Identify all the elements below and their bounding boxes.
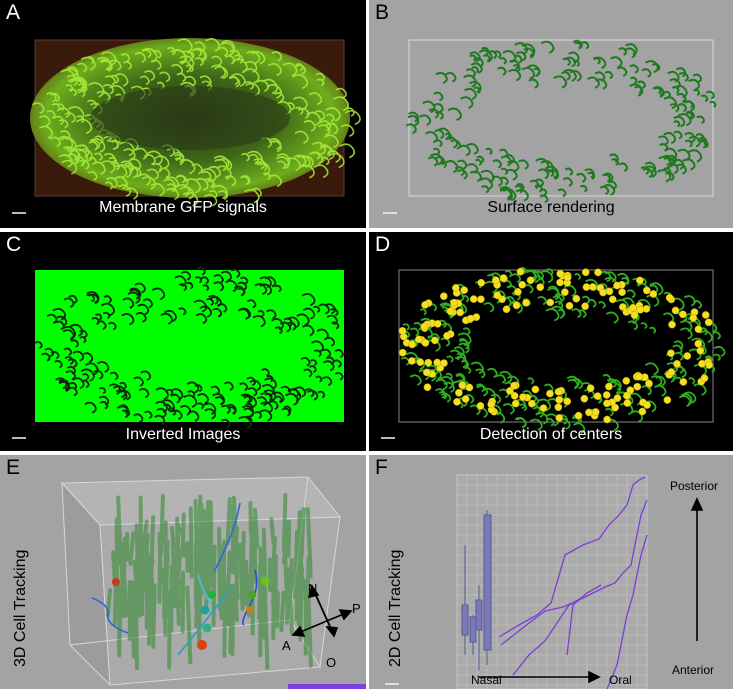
panel-letter-f: F <box>375 456 388 479</box>
label-anterior: Anterior <box>672 663 715 677</box>
caption-c: Inverted Images <box>125 426 241 443</box>
panel-e: E 3D Cell Tracking N P A O <box>0 455 366 689</box>
panel-d: D Detection of centers <box>369 232 733 451</box>
panel-letter-c: C <box>6 233 22 256</box>
panel-c: C Inverted Images <box>0 232 366 451</box>
label-posterior: Posterior <box>670 479 719 493</box>
3d-tracking-render <box>60 476 366 689</box>
axis-label-p: P <box>352 601 361 616</box>
cell-tracks <box>498 476 648 689</box>
caption-a: Membrane GFP signals <box>99 199 267 216</box>
panel-letter-b: B <box>375 1 390 24</box>
label-oral: Oral <box>609 673 632 687</box>
axis-label-n: N <box>308 581 318 596</box>
2d-tracking-plot <box>456 474 704 689</box>
direction-arrows <box>479 497 704 684</box>
caption-d: Detection of centers <box>479 426 623 443</box>
label-nasal: Nasal <box>471 673 502 687</box>
scale-bar <box>12 437 26 439</box>
panel-letter-d: D <box>375 233 391 256</box>
scale-bar <box>381 437 395 439</box>
orientation-arrows <box>291 584 353 638</box>
scale-bar <box>383 212 397 214</box>
center-detection-image <box>398 267 726 435</box>
axis-label-o: O <box>326 655 337 670</box>
caption-b: Surface rendering <box>487 199 615 216</box>
side-label-2d: 2D Cell Tracking <box>387 549 404 667</box>
panel-letter-e: E <box>6 456 21 479</box>
side-label-3d: 3D Cell Tracking <box>12 549 29 667</box>
tracked-cell-spheres <box>112 576 270 650</box>
inverted-image <box>34 266 344 430</box>
panel-letter-a: A <box>6 1 21 24</box>
panel-b: B Surface rendering <box>369 0 733 228</box>
membrane-gfp-image <box>30 38 361 207</box>
scale-bar <box>385 683 399 685</box>
axis-label-a: A <box>282 638 291 653</box>
panel-a: A Membrane GFP signals <box>0 0 366 228</box>
scale-bar <box>12 212 26 214</box>
surface-rendering-image <box>405 39 717 204</box>
panel-f: F 2D Cell Tracking Posterior Anterior Na… <box>369 455 733 689</box>
